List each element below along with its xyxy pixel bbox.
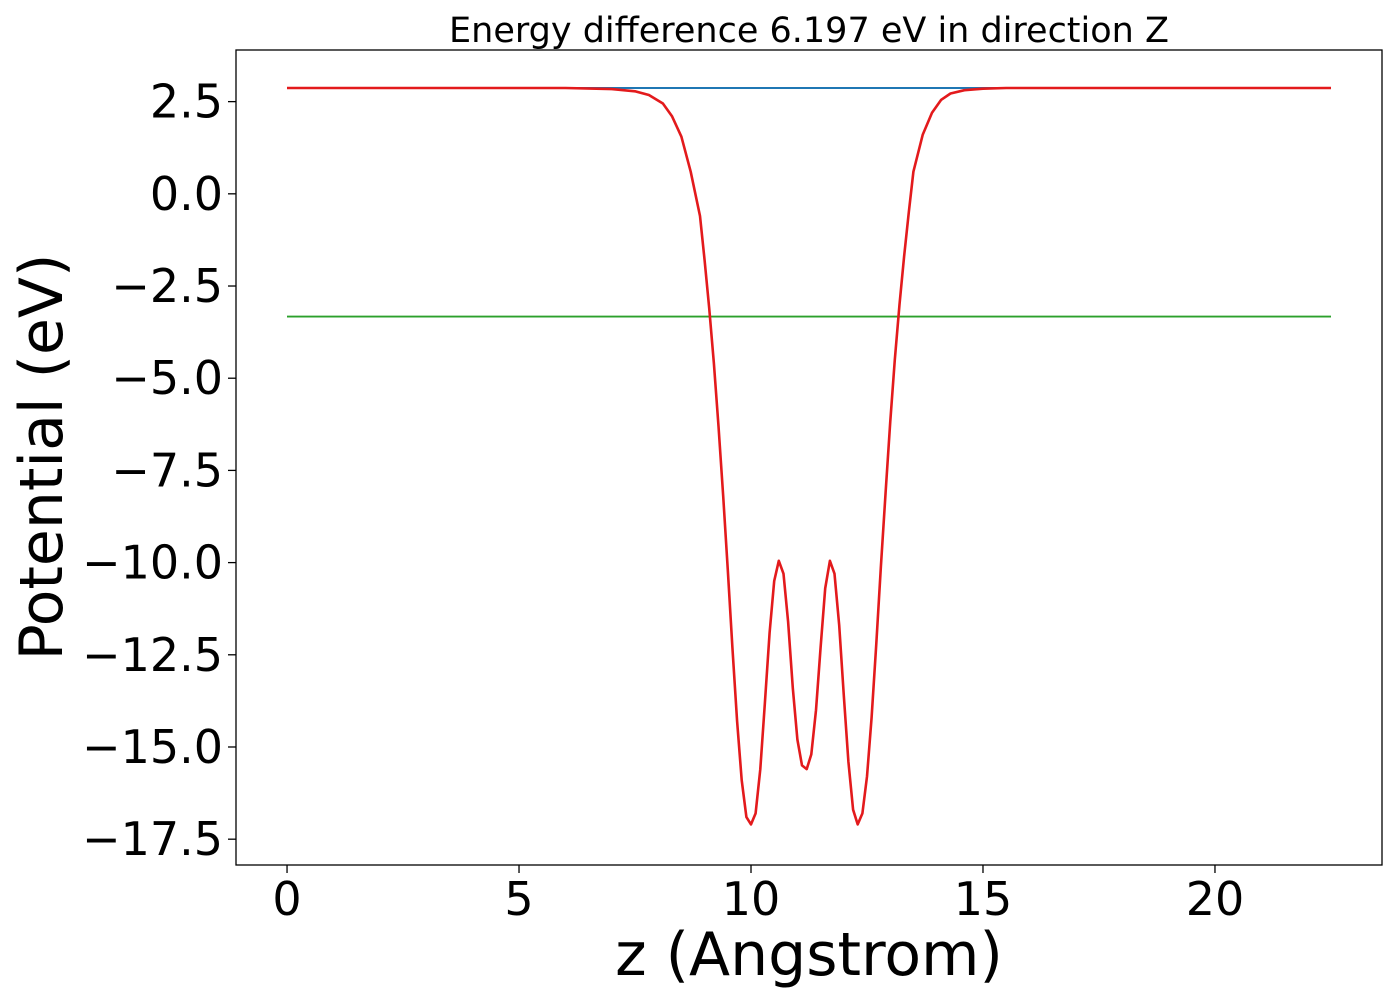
- y-tick-label: −10.0: [82, 536, 223, 590]
- x-axis: 0 5 10 15 20: [272, 865, 1244, 926]
- y-tick-label: −15.0: [82, 720, 223, 774]
- y-tick-label: −7.5: [111, 443, 223, 497]
- y-tick-label: 0.0: [150, 167, 223, 221]
- series-layer: [287, 88, 1331, 824]
- chart-title: Energy difference 6.197 eV in direction …: [449, 11, 1169, 51]
- y-axis: 2.5 0.0 −2.5 −5.0 −7.5 −10.0 −12.5 −15.0 −17.5: [82, 75, 236, 867]
- plot-frame: [236, 50, 1382, 865]
- x-tick-label: 10: [722, 872, 781, 926]
- x-tick-label: 5: [504, 872, 533, 926]
- y-tick-label: −5.0: [111, 351, 223, 405]
- x-tick-label: 20: [1186, 872, 1245, 926]
- x-tick-label: 15: [954, 872, 1013, 926]
- y-axis-label: Potential (eV): [7, 254, 77, 661]
- y-tick-label: −12.5: [82, 628, 223, 682]
- x-axis-label: z (Angstrom): [615, 920, 1003, 990]
- y-tick-label: −2.5: [111, 259, 223, 313]
- series-line-3: [287, 88, 1331, 824]
- x-tick-label: 0: [272, 872, 301, 926]
- y-tick-label: 2.5: [150, 75, 223, 129]
- y-tick-label: −17.5: [82, 812, 223, 866]
